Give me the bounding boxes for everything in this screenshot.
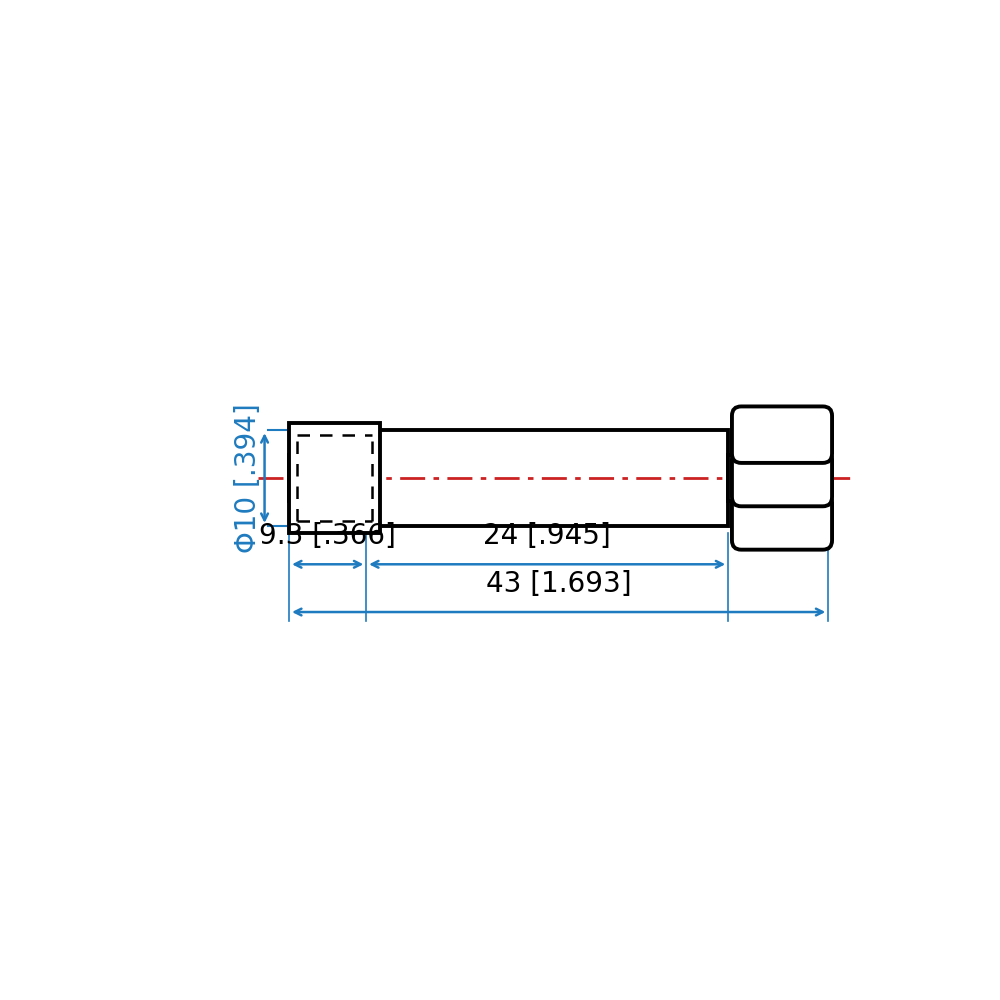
FancyBboxPatch shape (732, 493, 832, 550)
FancyBboxPatch shape (732, 450, 832, 506)
Text: 9.3 [.366]: 9.3 [.366] (259, 522, 396, 550)
Bar (289, 455, 366, 501)
Bar (289, 423, 380, 533)
Text: Φ10 [.394]: Φ10 [.394] (234, 403, 262, 553)
Bar (366, 430, 728, 526)
Text: 43 [1.693]: 43 [1.693] (486, 570, 632, 598)
FancyBboxPatch shape (732, 406, 832, 463)
Bar (728, 455, 767, 501)
Text: 24 [.945]: 24 [.945] (483, 522, 611, 550)
Bar (736, 410, 828, 546)
